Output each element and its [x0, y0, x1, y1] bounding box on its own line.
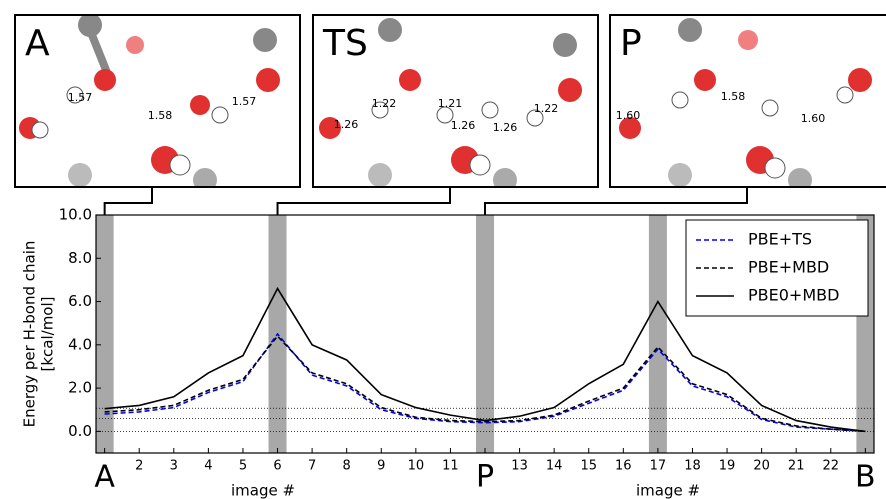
- x-tick-label: 18: [684, 459, 701, 474]
- y-axis-label: [kcal/mol]: [39, 296, 57, 371]
- x-tick-label: 2: [135, 459, 143, 474]
- x-tick-label: 16: [615, 459, 632, 474]
- highlight-band: [476, 215, 494, 453]
- x-tick-label: 10: [408, 459, 425, 474]
- legend-label: PBE0+MBD: [748, 286, 839, 305]
- x-tick-label: 19: [719, 459, 736, 474]
- x-tick-label: P: [476, 460, 494, 495]
- x-tick-label: 13: [511, 459, 528, 474]
- y-tick-label: 4.0: [68, 335, 92, 353]
- highlight-band: [649, 215, 667, 453]
- bond-length: 1.22: [372, 97, 397, 110]
- y-axis-label: Energy per H-bond chain: [21, 241, 39, 428]
- x-tick-label: A: [94, 460, 115, 495]
- y-tick-label: 8.0: [68, 249, 92, 267]
- bond-length: 1.26: [493, 121, 518, 134]
- molecule: [619, 18, 872, 192]
- x-tick-label: 8: [343, 459, 351, 474]
- connector: [485, 187, 747, 215]
- bond-length: 1.58: [721, 90, 746, 103]
- x-axis-label: image #: [636, 482, 700, 499]
- x-tick-label: 21: [788, 459, 805, 474]
- x-tick-label: 5: [239, 459, 247, 474]
- bond-length: 1.26: [451, 119, 476, 132]
- x-tick-label: 14: [546, 459, 563, 474]
- x-tick-label: 17: [650, 459, 667, 474]
- bond-length: 1.26: [334, 118, 359, 131]
- bond-length: 1.21: [438, 97, 463, 110]
- bond-length: 1.57: [68, 91, 93, 104]
- connector: [105, 187, 152, 215]
- connector: [278, 187, 450, 215]
- panel-label: TS: [322, 23, 368, 64]
- x-tick-label: 6: [273, 459, 281, 474]
- bond-length: 1.60: [616, 109, 641, 122]
- y-tick-label: 2.0: [68, 379, 92, 397]
- x-tick-label: 3: [170, 459, 178, 474]
- y-tick-label: 0.0: [68, 422, 92, 440]
- y-tick-label: 10.0: [59, 206, 92, 224]
- chart: A 1.57 1.58 1.57 TS 1.22 1.21 1.26 1.26 1.26 1.22 P…: [0, 0, 886, 499]
- x-tick-label: 4: [204, 459, 212, 474]
- x-tick-label: 20: [753, 459, 770, 474]
- bond-length: 1.60: [801, 112, 826, 125]
- bond-length: 1.22: [534, 102, 559, 115]
- x-axis-label: image #: [231, 482, 295, 499]
- x-tick-label: 22: [823, 459, 840, 474]
- panel-label: P: [620, 23, 642, 64]
- y-tick-label: 6.0: [68, 292, 92, 310]
- x-tick-label: 7: [308, 459, 316, 474]
- bond-length: 1.57: [232, 95, 257, 108]
- x-tick-label: B: [855, 460, 876, 495]
- bond-length: 1.58: [148, 109, 173, 122]
- x-tick-label: 11: [442, 459, 459, 474]
- highlight-band: [96, 215, 114, 453]
- legend-label: PBE+TS: [748, 230, 812, 249]
- x-tick-label: 9: [377, 459, 385, 474]
- x-tick-label: 15: [580, 459, 597, 474]
- legend-label: PBE+MBD: [748, 258, 829, 277]
- panel-label: A: [25, 23, 50, 64]
